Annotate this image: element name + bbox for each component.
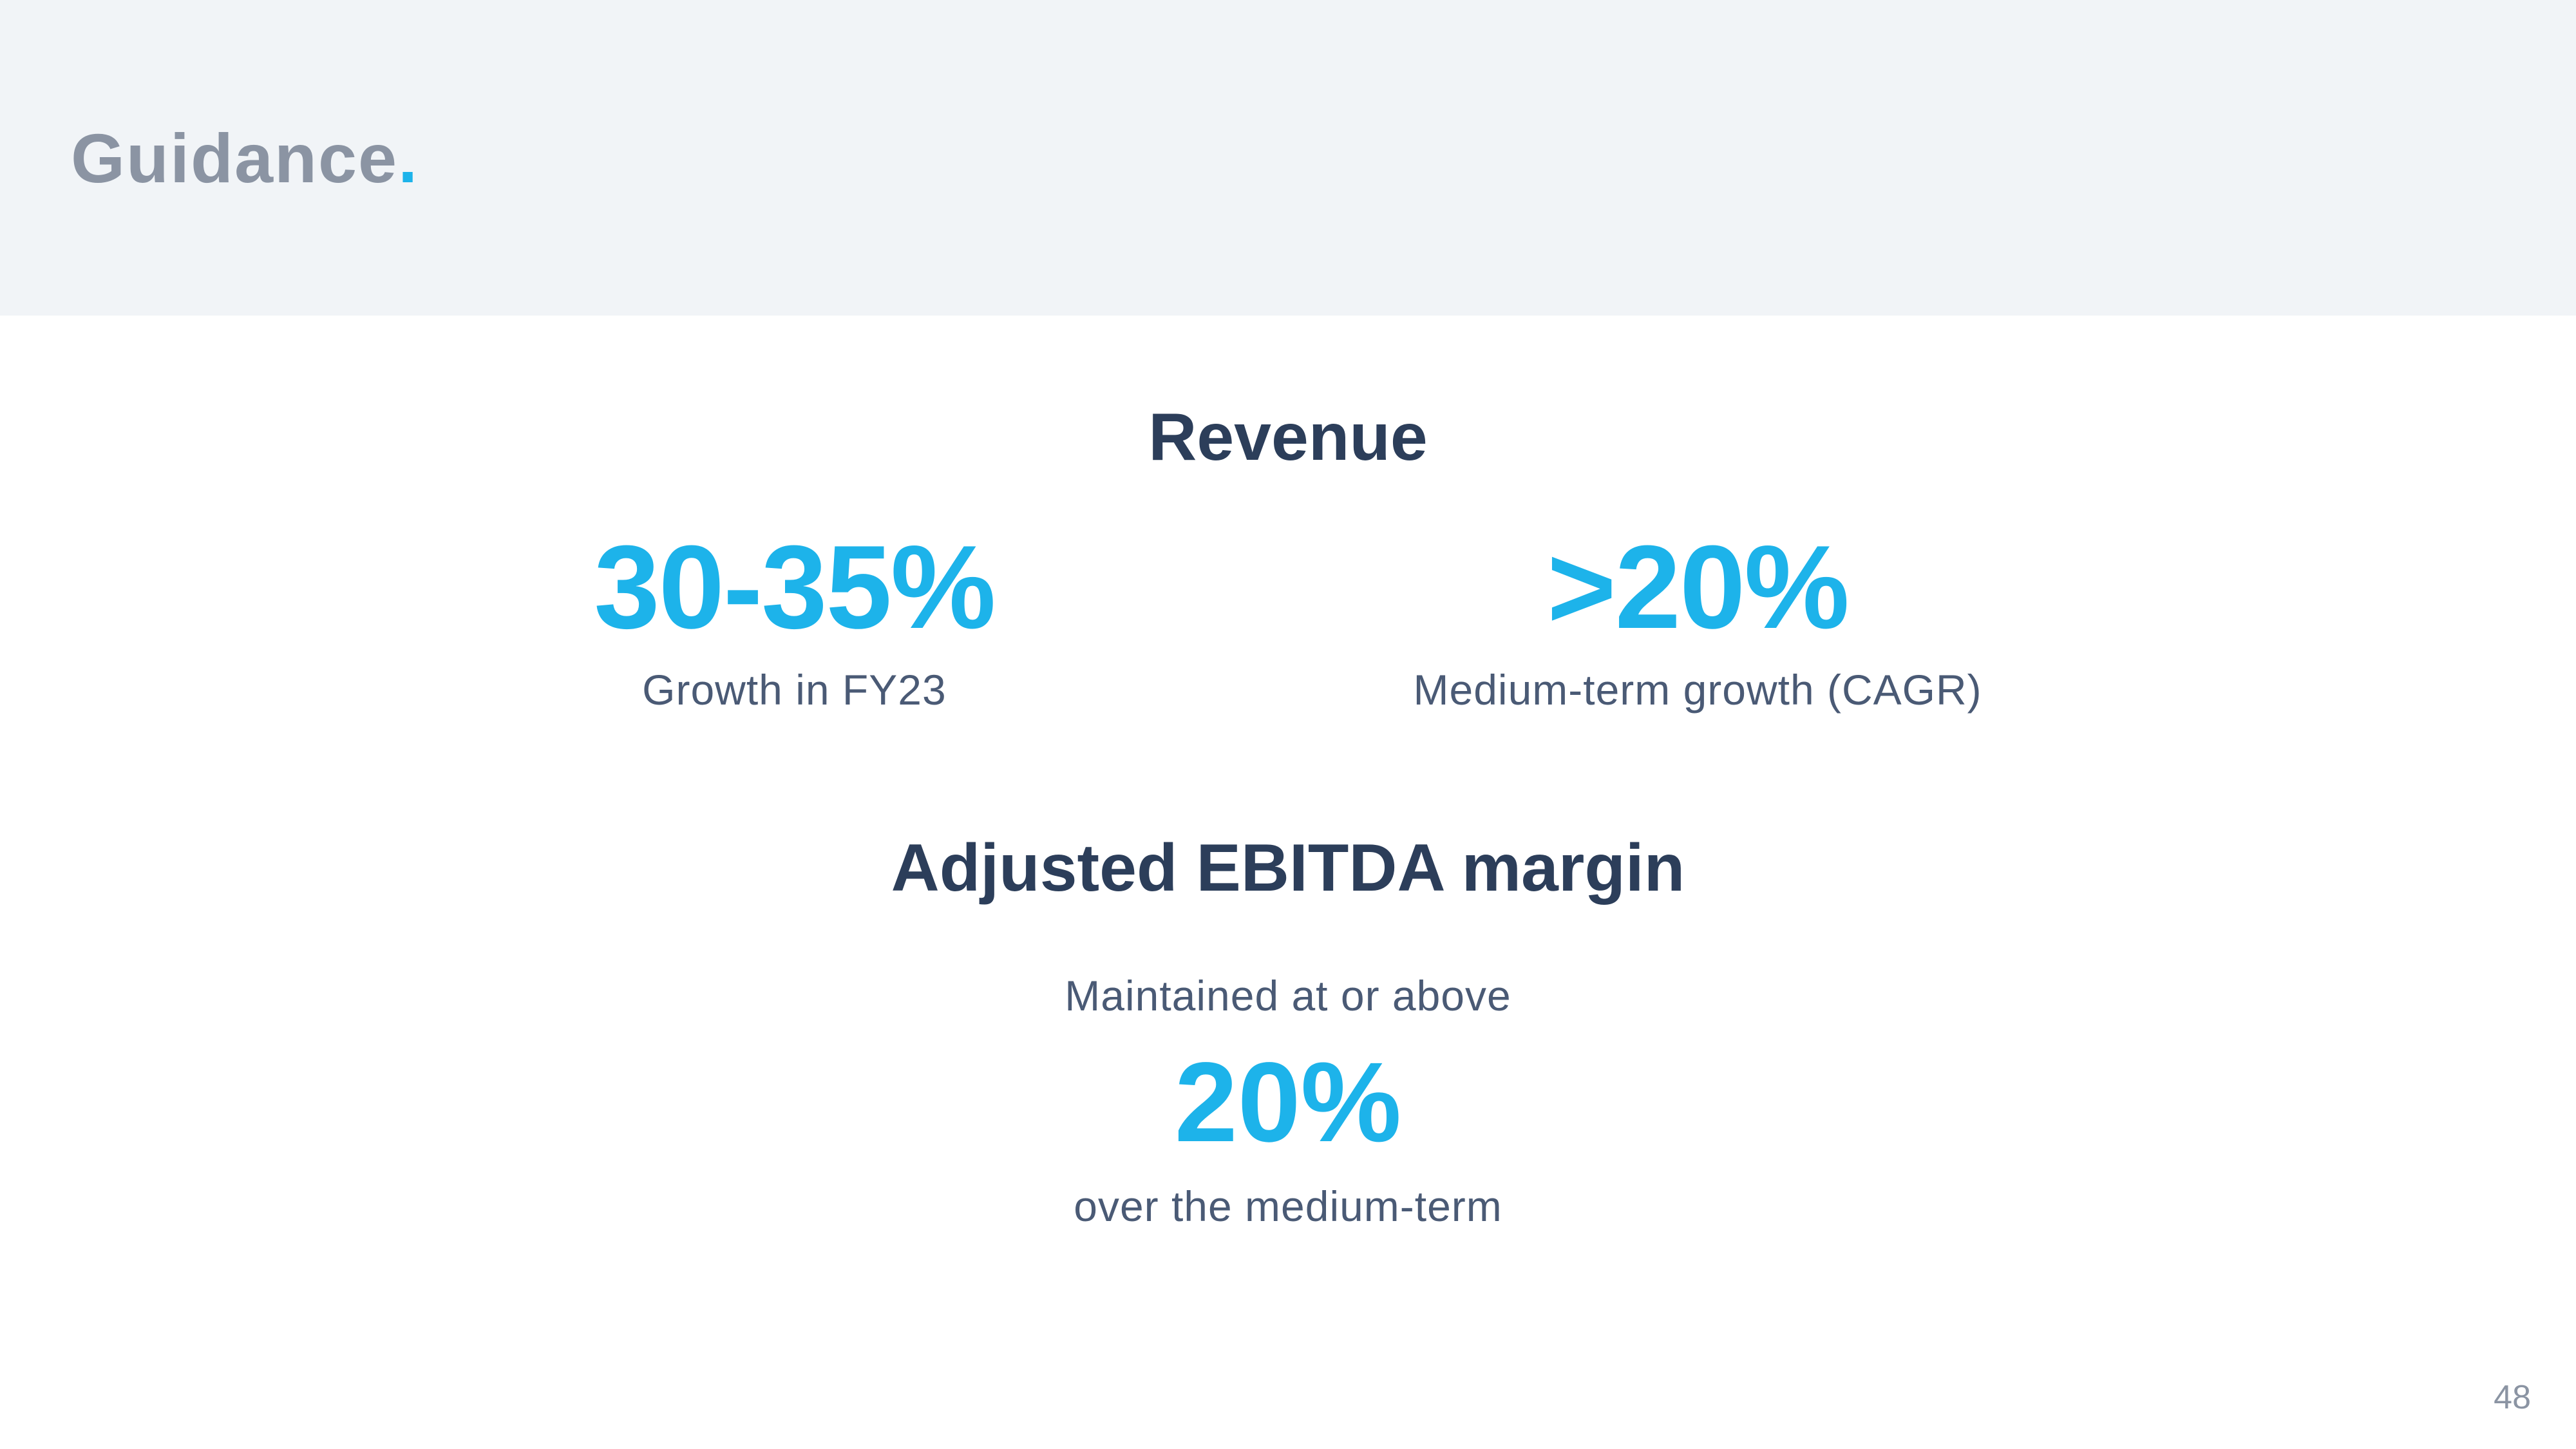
ebitda-heading: Adjusted EBITDA margin: [0, 830, 2576, 907]
revenue-growth-value: 30-35%: [594, 527, 994, 646]
revenue-cagr-value: >20%: [1414, 527, 1982, 646]
title-text: Guidance: [71, 119, 398, 197]
revenue-metrics-row: 30-35% Growth in FY23 >20% Medium-term g…: [0, 527, 2576, 714]
ebitda-over-text: over the medium-term: [0, 1182, 2576, 1231]
page-title: Guidance.: [71, 118, 419, 198]
title-dot: .: [398, 119, 419, 197]
content-area: Revenue 30-35% Growth in FY23 >20% Mediu…: [0, 316, 2576, 1231]
header-band: Guidance.: [0, 0, 2576, 316]
ebitda-value: 20%: [0, 1046, 2576, 1159]
revenue-cagr-block: >20% Medium-term growth (CAGR): [1414, 527, 1982, 714]
page-number: 48: [2494, 1378, 2531, 1417]
revenue-cagr-caption: Medium-term growth (CAGR): [1414, 665, 1982, 714]
ebitda-section: Adjusted EBITDA margin Maintained at or …: [0, 830, 2576, 1231]
revenue-heading: Revenue: [0, 399, 2576, 476]
ebitda-maintained-text: Maintained at or above: [0, 971, 2576, 1020]
revenue-growth-block: 30-35% Growth in FY23: [594, 527, 994, 714]
revenue-growth-caption: Growth in FY23: [594, 665, 994, 714]
